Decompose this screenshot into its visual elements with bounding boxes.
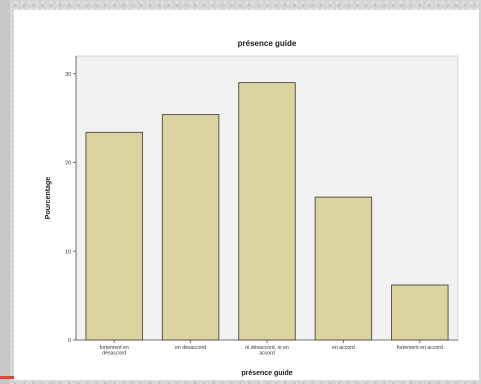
window-edge	[0, 0, 10, 384]
x-tick-label: en désaccord	[175, 345, 206, 351]
x-axis-ticks: fortement en désaccord en désaccord ni désa…	[100, 340, 443, 357]
y-tick-label: 30	[65, 72, 71, 78]
y-tick-label: 0	[68, 338, 71, 344]
y-axis-label: Pourcentage	[45, 177, 52, 220]
y-tick-label: 20	[65, 161, 71, 167]
bars	[85, 82, 449, 341]
bar-chart: présence guide 0 10 20 30 fortement en désac…	[45, 39, 459, 377]
bar	[161, 114, 220, 341]
bar	[314, 196, 373, 341]
chart-title: présence guide	[238, 39, 297, 48]
x-axis-label: présence guide	[241, 370, 292, 377]
y-axis-ticks: 0 10 20 30	[65, 72, 76, 344]
x-tick-label: fortement en désaccord	[100, 345, 129, 357]
x-tick-label: en accord	[332, 345, 355, 351]
red-marker	[0, 376, 14, 379]
bar	[238, 82, 296, 341]
y-tick-label: 10	[65, 249, 71, 255]
x-tick-label: fortement en accord	[397, 345, 443, 351]
bar	[391, 284, 449, 341]
bar	[85, 131, 143, 341]
x-tick-label: ni désaccord, ni en accord	[245, 345, 289, 357]
chart-frame: présence guide 0 10 20 30 fortement en désac…	[14, 10, 479, 380]
